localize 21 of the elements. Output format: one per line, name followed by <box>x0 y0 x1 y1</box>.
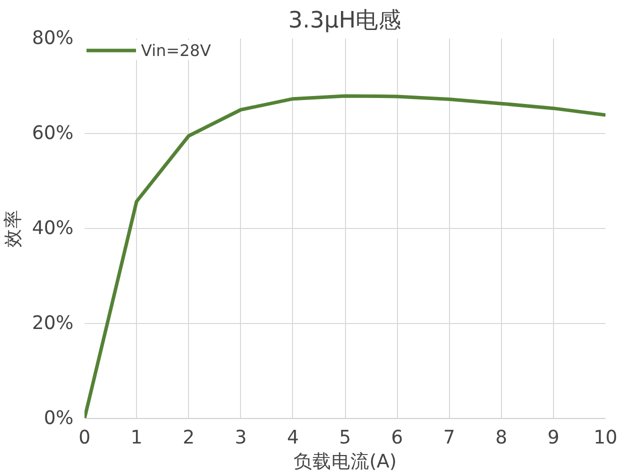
chart-title: 3.3μH电感 <box>288 8 402 34</box>
x-tick-label: 3 <box>234 428 247 448</box>
legend-label: Vin=28V <box>141 40 211 60</box>
y-tick-label: 0% <box>44 408 74 429</box>
x-axis-title: 负载电流(A) <box>293 450 397 472</box>
x-tick-label: 0 <box>78 428 90 448</box>
x-tick-label: 4 <box>286 428 299 448</box>
y-tick-label: 60% <box>32 123 74 144</box>
x-tick-label: 8 <box>495 428 508 448</box>
y-tick-label: 40% <box>32 218 74 239</box>
x-tick-label: 6 <box>391 428 404 448</box>
x-tick-label: 7 <box>443 428 456 448</box>
line-series <box>84 94 606 418</box>
x-tick-label: 5 <box>339 428 351 448</box>
y-axis-title: 效率 <box>2 210 24 248</box>
x-tick-label: 10 <box>594 428 618 448</box>
x-tick-label: 1 <box>130 428 143 448</box>
x-tick-label: 2 <box>182 428 195 448</box>
y-tick-label: 20% <box>32 313 74 334</box>
y-tick-label: 80% <box>32 28 74 49</box>
x-tick-label: 9 <box>547 428 560 448</box>
